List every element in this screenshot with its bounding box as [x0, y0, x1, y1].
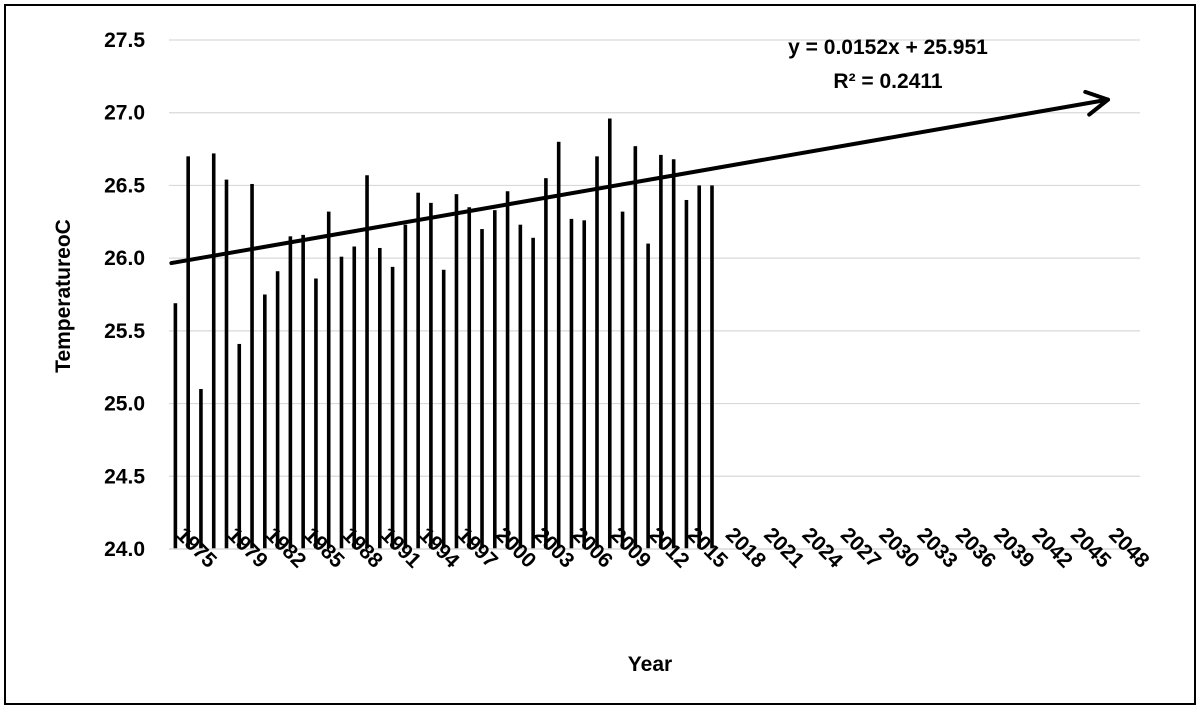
bar	[199, 389, 203, 549]
bar	[403, 224, 408, 550]
x-tick-label: 2039	[989, 523, 1038, 572]
bar	[237, 343, 242, 549]
y-tick-label: 26.0	[104, 247, 145, 270]
bar	[505, 191, 510, 549]
x-tick-label: 2033	[913, 523, 962, 572]
bar	[633, 146, 638, 550]
bar	[390, 266, 395, 549]
bar	[416, 192, 420, 549]
bar	[467, 207, 472, 549]
bar	[620, 211, 625, 549]
bar	[582, 220, 587, 549]
bar	[480, 229, 484, 550]
bar	[352, 246, 357, 549]
bar	[365, 175, 369, 549]
bar	[710, 185, 714, 549]
bar	[684, 199, 689, 549]
y-tick-label: 25.5	[104, 320, 145, 343]
bar	[556, 141, 561, 550]
temperature-chart: 24.0 24.5 25.0 25.5 26.0 26.5 27.0 27.5 1975 197…	[52, 29, 1154, 676]
bar	[186, 156, 190, 550]
bar	[326, 211, 331, 549]
bar	[173, 303, 178, 549]
bar	[569, 218, 574, 549]
bar	[314, 278, 318, 549]
bar	[659, 154, 663, 550]
trendline-r-squared: R² = 0.2411	[833, 70, 942, 93]
x-tick-label: 2048	[1104, 523, 1154, 573]
x-tick-label: 2015	[683, 523, 733, 573]
bar	[263, 294, 267, 549]
bar	[378, 247, 382, 549]
y-tick-label: 25.0	[104, 393, 145, 416]
bar	[607, 118, 612, 549]
x-tick-label: 2042	[1028, 523, 1077, 572]
x-tick-label: 2030	[874, 523, 923, 572]
x-tick-label: 2024	[798, 523, 848, 573]
chart-frame: 24.0 24.5 25.0 25.5 26.0 26.5 27.0 27.5 1975 197…	[4, 4, 1196, 705]
x-tick-label: 2036	[951, 523, 1000, 572]
bar	[671, 159, 676, 549]
gridlines	[169, 39, 1140, 477]
y-tick-label: 27.5	[104, 29, 145, 52]
bar	[250, 183, 254, 549]
bar	[211, 153, 216, 550]
bar	[301, 234, 305, 550]
bar	[531, 237, 535, 550]
x-axis-label: Year	[628, 653, 672, 676]
x-tick-labels: 1975 197919821985198819911994199720002003…	[172, 523, 1154, 573]
bar	[224, 179, 229, 549]
trendline-arrowhead	[1083, 89, 1110, 117]
trendline-line	[169, 97, 1110, 266]
x-tick-label: 2021	[759, 523, 809, 573]
bar	[697, 185, 702, 549]
y-tick-label: 24.0	[104, 538, 145, 561]
bar	[595, 156, 599, 550]
bars	[173, 118, 714, 550]
y-tick-label: 26.5	[104, 174, 145, 197]
trendline	[169, 89, 1110, 266]
y-tick-labels: 24.0 24.5 25.0 25.5 26.0 26.5 27.0 27.5	[104, 29, 145, 561]
y-tick-label: 27.0	[104, 102, 145, 125]
x-tick-label: 2027	[836, 523, 885, 572]
bar	[429, 202, 433, 549]
trendline-equation: y = 0.0152x + 25.951	[788, 36, 988, 59]
bar	[441, 269, 446, 549]
bar	[288, 236, 293, 550]
bar	[518, 224, 523, 550]
bar	[544, 178, 548, 549]
y-axis-label: TemperatureoC	[52, 219, 75, 373]
x-tick-label: 2045	[1066, 523, 1116, 573]
bar	[454, 194, 459, 549]
x-tick-label: 2018	[721, 523, 771, 573]
bar	[339, 256, 344, 549]
y-tick-label: 24.5	[104, 465, 145, 488]
bar	[275, 271, 280, 549]
bar	[646, 243, 650, 549]
bar	[492, 210, 497, 549]
